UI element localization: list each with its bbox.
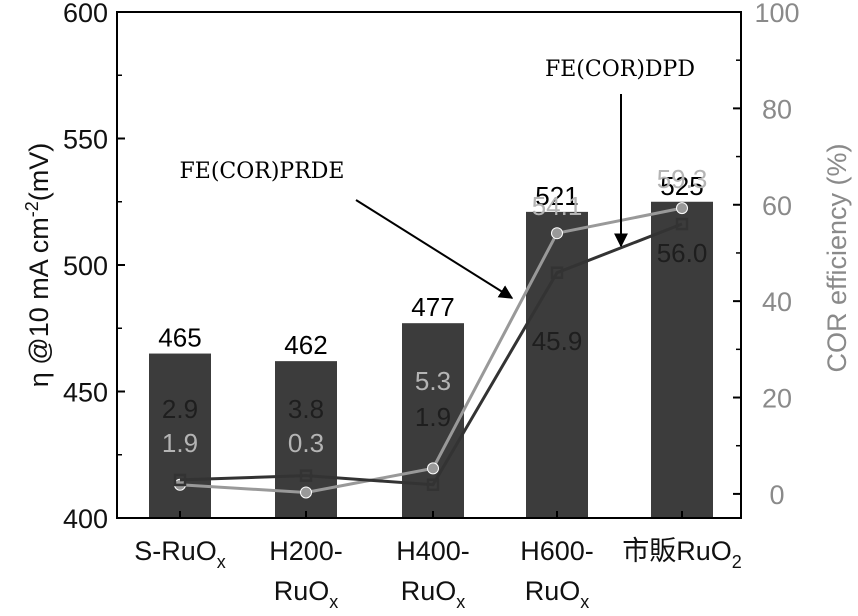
category-label-0: S-RuOx bbox=[134, 536, 226, 572]
series-1-value-label-4: 56.0 bbox=[657, 238, 708, 268]
series-0-point-4 bbox=[677, 203, 688, 214]
series-0-point-3 bbox=[552, 228, 563, 239]
left-tick-label-3: 550 bbox=[63, 125, 108, 155]
series-0-value-label-1: 0.3 bbox=[288, 428, 324, 458]
bar-value-label-1: 462 bbox=[284, 330, 327, 360]
bar-value-label-2: 477 bbox=[411, 292, 454, 322]
left-tick-label-2: 500 bbox=[63, 251, 108, 281]
series-1-value-label-1: 3.8 bbox=[288, 394, 324, 424]
bar-3 bbox=[526, 212, 588, 518]
series-0-point-1 bbox=[301, 487, 312, 498]
right-tick-label-4: 80 bbox=[762, 94, 792, 124]
category-label-line2-3: RuOx bbox=[525, 576, 590, 612]
right-tick-label-1: 20 bbox=[762, 384, 792, 414]
series-0-value-label-2: 5.3 bbox=[415, 366, 451, 396]
right-tick-label-5: 100 bbox=[754, 0, 799, 28]
category-label-line2-1: RuOx bbox=[274, 576, 339, 612]
annotation-prde-arrow bbox=[356, 200, 512, 298]
right-tick-label-2: 40 bbox=[762, 287, 792, 317]
annotation-prde-label: FE(COR)PRDE bbox=[180, 159, 345, 184]
bar-value-label-0: 465 bbox=[158, 323, 201, 353]
category-label-2: H400- bbox=[396, 536, 470, 566]
series-0-point-2 bbox=[428, 463, 439, 474]
category-label-1: H200- bbox=[269, 536, 343, 566]
category-label-3: H600- bbox=[520, 536, 594, 566]
category-label-line2-2: RuOx bbox=[401, 576, 466, 612]
labels-group: 4654624775215251.90.35.354.159.32.93.81.… bbox=[158, 164, 707, 458]
annotations-group: FE(COR)PRDE FE(COR)DPD bbox=[180, 57, 696, 298]
series-0-value-label-3: 54.1 bbox=[532, 191, 583, 221]
left-tick-label-0: 400 bbox=[63, 504, 108, 534]
left-tick-label-4: 600 bbox=[63, 0, 108, 28]
category-label-4: 市販RuO2 bbox=[622, 536, 742, 572]
series-0-value-label-0: 1.9 bbox=[162, 428, 198, 458]
left-axis-title: η @10 mA cm-2(mV) bbox=[22, 143, 54, 387]
series-1-value-label-3: 45.9 bbox=[532, 326, 583, 356]
series-1-value-label-0: 2.9 bbox=[162, 394, 198, 424]
right-axis-title: COR efficiency (%) bbox=[822, 143, 852, 372]
left-tick-label-1: 450 bbox=[63, 378, 108, 408]
series-1-value-label-2: 1.9 bbox=[415, 402, 451, 432]
right-tick-label-3: 60 bbox=[762, 191, 792, 221]
annotation-dpd-label: FE(COR)DPD bbox=[545, 57, 695, 82]
right-tick-label-0: 0 bbox=[769, 480, 784, 510]
series-0-value-label-4: 59.3 bbox=[657, 164, 708, 194]
